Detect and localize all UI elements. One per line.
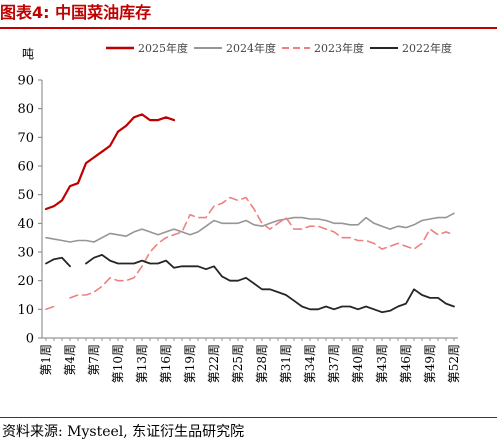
x-tick-label: 第31周 [279, 344, 293, 383]
x-tick-label: 第40周 [351, 344, 365, 383]
y-unit-label: 吨 [22, 47, 34, 61]
y-tick-label: 40 [17, 217, 34, 232]
y-tick-label: 90 [17, 74, 34, 89]
y-tick-label: 20 [17, 274, 34, 289]
x-tick-label: 第13周 [135, 344, 149, 383]
x-axis: 第1周 第4周 第7周 第10周 第13周 第16周 第19周 第22周 第25周 第28周 第31… [39, 337, 461, 383]
y-tick-label: 10 [17, 303, 34, 318]
title-rule [0, 27, 497, 29]
series-line-2023年度 [45, 305, 55, 311]
series-line-2025年度 [44, 113, 176, 211]
legend-label-2023年度: 2023年度 [314, 41, 364, 55]
x-tick-label: 第25周 [231, 344, 245, 383]
x-tick-label: 第1周 [39, 344, 53, 376]
y-tick-label: 80 [17, 102, 34, 117]
source-rule [0, 417, 497, 418]
x-tick-label: 第10周 [111, 344, 125, 383]
figure-title: 图表4: 中国菜油库存 [0, 3, 152, 22]
x-tick-label: 第34周 [303, 344, 317, 383]
series-line-2022年度 [45, 256, 71, 268]
y-axis: 0 10 20 30 40 50 60 70 80 90 [17, 74, 43, 347]
series-line-2022年度 [85, 254, 455, 314]
legend-label-2024年度: 2024年度 [226, 41, 276, 55]
source-note: 资料来源: Mysteel, 东证衍生品研究院 [2, 424, 245, 440]
legend-label-2025年度: 2025年度 [138, 41, 188, 55]
x-tick-label: 第16周 [159, 344, 173, 383]
y-tick-label: 0 [26, 332, 34, 347]
y-tick-label: 50 [17, 188, 34, 203]
x-tick-label: 第37周 [327, 344, 341, 383]
x-tick-label: 第28周 [255, 344, 269, 383]
x-tick-label: 第46周 [399, 344, 413, 383]
legend-label-2022年度: 2022年度 [402, 41, 452, 55]
x-tick-label: 第19周 [183, 344, 197, 383]
y-tick-label: 70 [17, 131, 34, 146]
y-tick-label: 30 [17, 246, 34, 261]
x-tick-label: 第4周 [63, 344, 77, 376]
chart: 吨 2025年度 2024年度 2023年度 2022年度 0 10 20 30 40 50 60… [17, 41, 461, 383]
x-tick-label: 第22周 [207, 344, 221, 383]
legend: 2025年度 2024年度 2023年度 2022年度 [106, 41, 452, 55]
x-tick-label: 第49周 [423, 344, 437, 383]
x-tick-label: 第7周 [87, 344, 101, 376]
series-line-2024年度 [45, 212, 455, 243]
series-line-2023年度 [69, 196, 455, 299]
plot-area [44, 113, 455, 314]
x-tick-label: 第43周 [375, 344, 389, 383]
x-tick-label: 第52周 [447, 344, 461, 383]
y-tick-label: 60 [17, 160, 34, 175]
